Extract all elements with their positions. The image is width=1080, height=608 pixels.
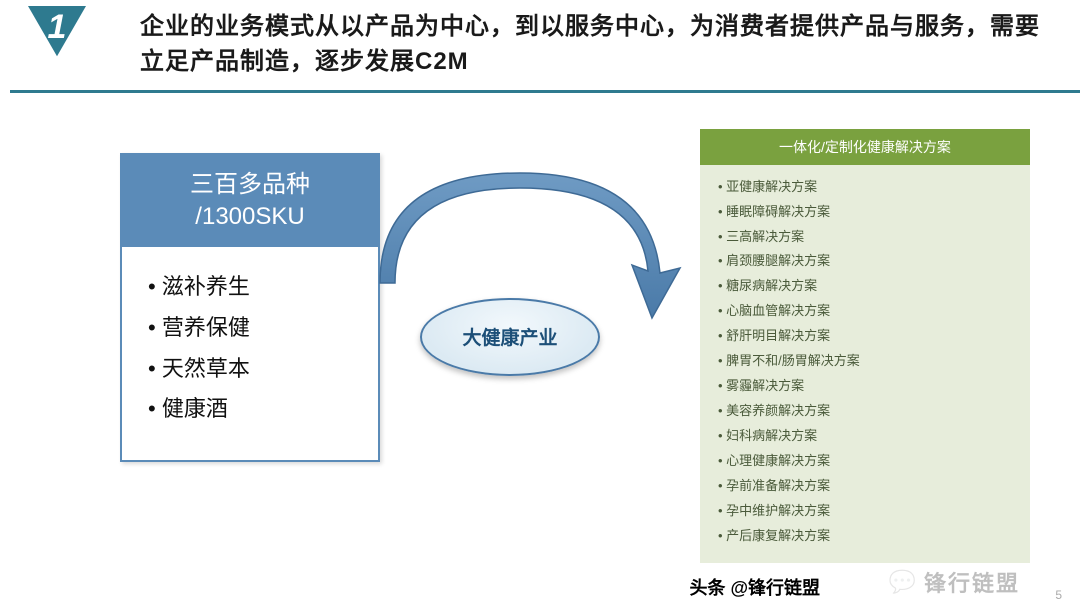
watermark-logo: 💬 锋行链盟 <box>889 566 1020 598</box>
right-item: 糖尿病解决方案 <box>718 274 1018 299</box>
left-item: 天然草本 <box>148 349 360 390</box>
watermark-author: 头条 @锋行链盟 <box>689 574 820 600</box>
left-header-line1: 三百多品种 <box>130 169 370 201</box>
right-item: 孕中维护解决方案 <box>718 499 1018 524</box>
page-number: 5 <box>1055 588 1062 602</box>
right-item: 三高解决方案 <box>718 225 1018 250</box>
right-box-body: 亚健康解决方案睡眠障碍解决方案三高解决方案肩颈腰腿解决方案糖尿病解决方案心脑血管… <box>700 165 1030 563</box>
right-item-list: 亚健康解决方案睡眠障碍解决方案三高解决方案肩颈腰腿解决方案糖尿病解决方案心脑血管… <box>718 175 1018 549</box>
slide-content: 三百多品种 /1300SKU 滋补养生营养保健天然草本健康酒 大健康产业 一体化… <box>0 93 1080 593</box>
left-item-list: 滋补养生营养保健天然草本健康酒 <box>148 267 360 430</box>
left-item: 滋补养生 <box>148 267 360 308</box>
right-item: 孕前准备解决方案 <box>718 474 1018 499</box>
right-item: 舒肝明目解决方案 <box>718 324 1018 349</box>
right-box-header: 一体化/定制化健康解决方案 <box>700 129 1030 165</box>
right-item: 睡眠障碍解决方案 <box>718 200 1018 225</box>
left-header-line2: /1300SKU <box>130 201 370 233</box>
section-badge: 1 <box>28 6 86 64</box>
section-number: 1 <box>28 8 86 47</box>
left-item: 健康酒 <box>148 389 360 430</box>
right-item: 雾霾解决方案 <box>718 374 1018 399</box>
right-item: 心脑血管解决方案 <box>718 299 1018 324</box>
right-item: 美容养颜解决方案 <box>718 399 1018 424</box>
right-solutions-box: 一体化/定制化健康解决方案 亚健康解决方案睡眠障碍解决方案三高解决方案肩颈腰腿解… <box>700 129 1030 563</box>
right-item: 妇科病解决方案 <box>718 424 1018 449</box>
right-item: 亚健康解决方案 <box>718 175 1018 200</box>
right-item: 产后康复解决方案 <box>718 524 1018 549</box>
center-label: 大健康产业 <box>462 323 557 350</box>
center-ellipse: 大健康产业 <box>420 298 600 376</box>
left-item: 营养保健 <box>148 308 360 349</box>
slide-title: 企业的业务模式从以产品为中心，到以服务中心，为消费者提供产品与服务，需要立足产品… <box>140 10 1050 80</box>
chat-icon: 💬 <box>889 569 918 595</box>
slide-header: 1 企业的业务模式从以产品为中心，到以服务中心，为消费者提供产品与服务，需要立足… <box>0 0 1080 93</box>
right-item: 肩颈腰腿解决方案 <box>718 249 1018 274</box>
right-item: 脾胃不和/肠胃解决方案 <box>718 349 1018 374</box>
right-item: 心理健康解决方案 <box>718 449 1018 474</box>
